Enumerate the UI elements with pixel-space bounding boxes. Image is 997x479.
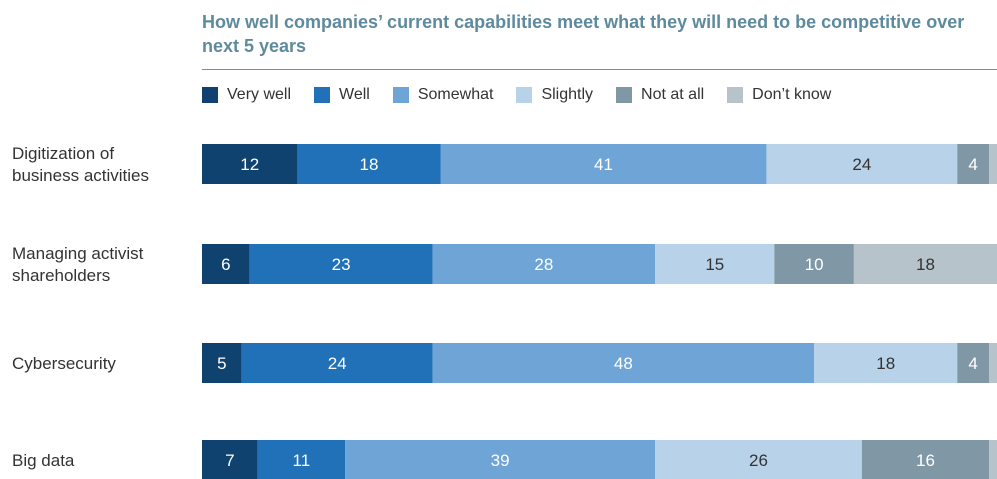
legend-item-somewhat: Somewhat [392,86,494,104]
data-label: 18 [359,155,378,174]
title-divider [202,69,997,70]
bar-segment-not-at-all [957,343,990,383]
data-label: 48 [614,354,633,373]
legend-swatch [727,87,744,103]
data-label: 6 [221,255,230,274]
data-label: 18 [916,255,935,274]
chart-legend: Very well Well Somewhat Slightly Not at all D… [202,84,854,106]
legend-swatch [616,87,633,103]
data-label: 10 [805,255,824,274]
legend-swatch [392,87,409,103]
legend-item-don-t-know: Don’t know [727,86,831,104]
data-label: 18 [876,354,895,373]
data-label: 26 [749,451,768,470]
legend-item-not-at-all: Not at all [616,86,704,104]
bar-segment-somewhat [432,343,815,383]
bar-segment-very-well [202,144,298,184]
bar-segment-don-t-know [989,440,997,479]
data-label: 39 [491,451,510,470]
data-label: 24 [328,354,347,373]
data-label: 41 [594,155,613,174]
data-label: 24 [852,155,871,174]
bar-segment-somewhat [432,244,656,284]
bar-segment-somewhat [345,440,656,479]
bar-segment-very-well [202,440,258,479]
bar-segment-well [257,440,346,479]
legend-swatch [202,87,218,103]
bar-segment-well [241,343,433,383]
data-label: 12 [240,155,259,174]
legend-item-well: Well [314,86,370,104]
data-label: 7 [225,451,234,470]
category-label-digitization-of-business-activities: Digitization of business activities [12,144,149,185]
bar-segment-slightly [655,440,862,479]
legend-item-slightly: Slightly [516,86,593,104]
legend-swatch [516,87,533,103]
bar-segment-not-at-all [957,144,990,184]
bar-segment-very-well [202,244,250,284]
data-label: 15 [705,255,724,274]
data-label: 28 [534,255,553,274]
bar-segment-somewhat [440,144,767,184]
bar-segment-slightly [814,343,958,383]
category-label-managing-activist-shareholders: Managing activist shareholders [12,244,144,285]
chart-title: How well companies’ current capabilities… [202,12,965,56]
bar-segment-very-well [202,343,242,383]
data-label: 23 [332,255,351,274]
legend-label: Not at all [641,86,705,103]
data-label: 5 [217,354,226,373]
data-label: 4 [968,155,977,174]
data-label: 16 [916,451,935,470]
category-label-big-data: Big data [12,451,75,470]
bar-segment-don-t-know [989,144,997,184]
legend-swatch [314,87,331,103]
legend-label: Somewhat [417,86,494,103]
bar-segment-slightly [655,244,775,284]
bar-segment-don-t-know [989,343,997,383]
legend-item-very-well: Very well [202,86,291,104]
category-label-cybersecurity: Cybersecurity [12,354,116,373]
legend-label: Don’t know [752,86,832,103]
bar-segment-not-at-all [774,244,854,284]
bar-segment-well [249,244,433,284]
bar-segment-don-t-know [853,244,997,284]
bar-segment-not-at-all [861,440,990,479]
legend-label: Well [339,86,370,103]
data-label: 11 [293,451,311,470]
bar-segment-slightly [766,144,958,184]
legend-label: Slightly [541,86,594,103]
bar-segment-well [297,144,441,184]
data-label: 4 [968,354,977,373]
legend-label: Very well [227,86,292,103]
